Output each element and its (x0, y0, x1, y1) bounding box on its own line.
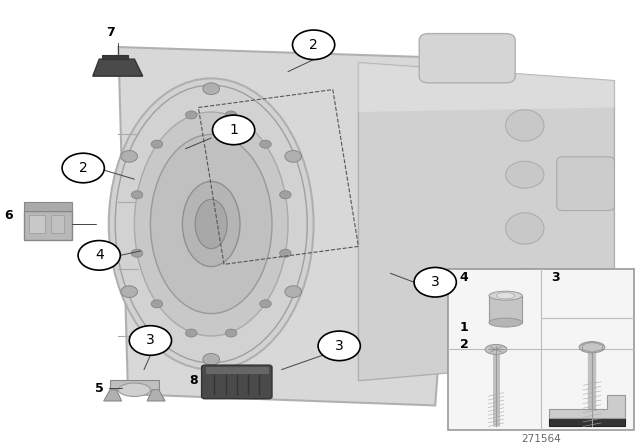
Circle shape (203, 83, 220, 95)
Circle shape (131, 191, 143, 199)
Circle shape (285, 151, 301, 162)
Ellipse shape (118, 383, 150, 396)
Bar (110, 380, 159, 390)
Circle shape (280, 191, 291, 199)
Circle shape (414, 267, 456, 297)
Ellipse shape (506, 213, 544, 244)
Polygon shape (358, 63, 614, 381)
Circle shape (285, 286, 301, 297)
Text: 4: 4 (95, 248, 104, 263)
Ellipse shape (150, 134, 272, 314)
Text: 5: 5 (95, 382, 104, 395)
FancyBboxPatch shape (24, 211, 72, 240)
Ellipse shape (489, 318, 522, 327)
Polygon shape (147, 390, 165, 401)
Bar (24, 202, 72, 211)
Ellipse shape (195, 199, 227, 249)
Text: 1: 1 (460, 320, 468, 334)
Circle shape (121, 286, 138, 297)
Polygon shape (93, 59, 143, 76)
Polygon shape (104, 390, 122, 401)
Bar (489, 296, 522, 323)
Ellipse shape (134, 112, 288, 336)
Circle shape (151, 140, 163, 148)
Bar (29, 215, 45, 233)
Text: 1: 1 (229, 123, 238, 137)
Bar (448, 269, 634, 430)
Ellipse shape (579, 342, 605, 353)
Text: 2: 2 (460, 338, 468, 352)
Circle shape (186, 329, 197, 337)
Polygon shape (118, 47, 461, 405)
Circle shape (151, 300, 163, 308)
Text: 271564: 271564 (521, 434, 561, 444)
Circle shape (203, 353, 220, 365)
Bar (102, 55, 128, 59)
Text: 3: 3 (335, 339, 344, 353)
Ellipse shape (497, 293, 515, 299)
Circle shape (260, 140, 271, 148)
Bar (51, 215, 64, 233)
Text: 2: 2 (309, 38, 318, 52)
FancyBboxPatch shape (557, 157, 614, 211)
Circle shape (186, 111, 197, 119)
Ellipse shape (506, 161, 544, 188)
Text: 4: 4 (460, 271, 468, 284)
Text: 2: 2 (79, 161, 88, 175)
Text: 8: 8 (189, 374, 198, 388)
Bar (549, 418, 625, 426)
Ellipse shape (506, 269, 544, 296)
Text: 3: 3 (552, 271, 560, 284)
Circle shape (121, 151, 138, 162)
Circle shape (78, 241, 120, 270)
Circle shape (292, 30, 335, 60)
Polygon shape (358, 63, 614, 112)
Circle shape (318, 331, 360, 361)
Text: 6: 6 (4, 208, 13, 222)
Circle shape (129, 326, 172, 355)
FancyBboxPatch shape (202, 365, 272, 399)
Circle shape (225, 111, 237, 119)
Circle shape (131, 249, 143, 257)
Ellipse shape (182, 181, 240, 267)
Ellipse shape (109, 78, 314, 370)
Ellipse shape (506, 318, 544, 345)
Text: 3: 3 (146, 333, 155, 348)
Ellipse shape (485, 345, 507, 354)
Circle shape (212, 115, 255, 145)
Bar (205, 366, 269, 374)
FancyBboxPatch shape (419, 34, 515, 83)
Circle shape (260, 300, 271, 308)
Polygon shape (549, 395, 625, 418)
Ellipse shape (506, 110, 544, 141)
Text: 3: 3 (431, 275, 440, 289)
Circle shape (225, 329, 237, 337)
Ellipse shape (489, 291, 522, 300)
Circle shape (62, 153, 104, 183)
Circle shape (280, 249, 291, 257)
Text: 7: 7 (106, 26, 115, 39)
